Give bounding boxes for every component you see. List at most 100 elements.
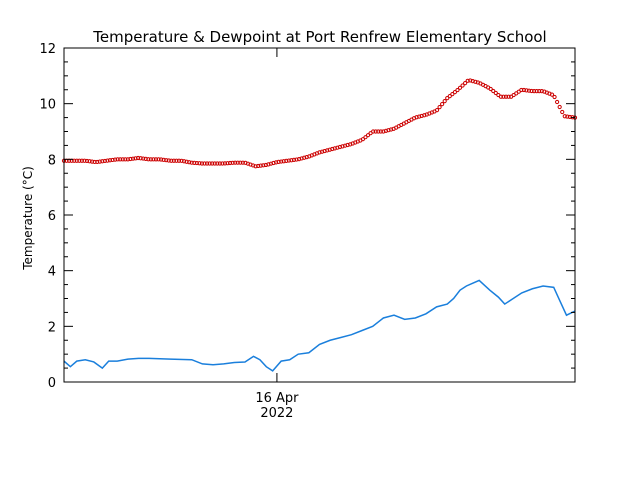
- series-0-point: [445, 96, 450, 101]
- series-0-point: [455, 87, 460, 93]
- series-0-point: [176, 158, 182, 163]
- chart-title: Temperature & Dewpoint at Port Renfrew E…: [92, 28, 546, 46]
- series-0-point: [294, 157, 299, 162]
- series-0-point: [463, 81, 468, 86]
- series-0-point: [457, 85, 463, 90]
- y-axis-label: Temperature (°C): [21, 166, 35, 271]
- series-0-point: [212, 161, 217, 166]
- series-0-point: [220, 161, 225, 166]
- series-0-point: [521, 87, 527, 93]
- series-0-point: [79, 158, 84, 163]
- series-0-point: [560, 109, 565, 115]
- series-0-point: [118, 157, 123, 162]
- series-0-point: [552, 94, 557, 100]
- series-0-point: [291, 157, 297, 162]
- series-0-point: [501, 94, 506, 99]
- series-1-line: [63, 279, 576, 372]
- series-0-point: [130, 156, 136, 161]
- series-0-point: [567, 114, 572, 120]
- series-0-point: [532, 89, 537, 94]
- series-0-point: [169, 158, 174, 163]
- series-0-point: [225, 161, 230, 166]
- series-0-point: [113, 157, 118, 162]
- series-0-point: [207, 161, 212, 166]
- series-0-point: [256, 163, 261, 169]
- series-0-point: [158, 157, 164, 162]
- series-0-point: [281, 159, 286, 164]
- series-0-point: [233, 160, 238, 165]
- series-0-point: [440, 102, 445, 107]
- series-0-point: [156, 157, 161, 162]
- series-0-point: [555, 99, 560, 105]
- series-0-point: [210, 161, 215, 166]
- series-0-point: [376, 129, 381, 134]
- series-0-point: [107, 158, 113, 163]
- series-0-point: [363, 135, 368, 140]
- series-0-point: [151, 157, 156, 162]
- series-0-point: [365, 133, 371, 138]
- x-tick-label-year: 2022: [260, 406, 293, 421]
- y-tick-label: 6: [48, 209, 56, 224]
- series-0-point: [110, 157, 115, 163]
- series-0-point: [153, 157, 159, 162]
- series-0-point: [102, 158, 107, 164]
- series-0-point: [123, 157, 128, 162]
- series-0-point: [222, 161, 228, 166]
- series-0-point: [238, 160, 243, 165]
- series-0-point: [437, 105, 442, 110]
- series-0-point: [72, 158, 77, 163]
- series-0-point: [284, 158, 289, 163]
- y-tick-label: 8: [48, 153, 56, 168]
- series-0-point: [97, 159, 102, 164]
- series-0-point: [141, 156, 146, 161]
- series-0-point: [506, 94, 511, 99]
- series-0-point: [138, 156, 143, 161]
- series-0-point: [565, 114, 570, 119]
- series-0-point: [230, 160, 235, 165]
- series-0-point: [503, 94, 509, 99]
- series-0-point: [235, 160, 240, 165]
- series-0-point: [498, 94, 504, 99]
- series-0-point: [286, 158, 291, 163]
- series-0-point: [371, 129, 376, 134]
- series-0-point: [289, 158, 294, 163]
- series-0-point: [181, 159, 187, 164]
- series-0-point: [143, 156, 148, 161]
- series-0-point: [84, 158, 90, 164]
- series-0-point: [217, 161, 222, 166]
- series-0-point: [261, 163, 266, 168]
- series-0-point: [524, 88, 529, 93]
- series-0-point: [215, 161, 220, 166]
- plot-frame: [63, 47, 576, 383]
- series-0-point: [537, 89, 542, 94]
- series-0-point: [120, 157, 125, 162]
- series-0-point: [100, 159, 105, 164]
- series-0-point: [447, 93, 452, 99]
- x-tick-label-date: 16 Apr: [255, 391, 299, 406]
- series-0-point: [276, 159, 281, 164]
- y-tick-label: 12: [39, 42, 56, 57]
- series-0-point: [434, 108, 440, 113]
- series-0-point: [171, 158, 176, 163]
- series-0-point: [279, 159, 284, 164]
- series-0-point: [450, 91, 455, 97]
- series-0-point: [204, 161, 210, 166]
- axis-ticks: 0 2 4 6 8 10 12: [39, 42, 575, 391]
- series-0-point: [273, 160, 279, 165]
- series-0-point: [189, 160, 194, 165]
- series-0-point: [378, 129, 383, 134]
- series-0-point: [192, 160, 197, 165]
- series-0-point: [227, 160, 233, 166]
- series-0-point: [529, 88, 534, 94]
- y-tick-label: 0: [48, 376, 56, 391]
- series-0-point: [128, 156, 133, 162]
- series-0-point: [258, 163, 263, 168]
- series-0-point: [95, 159, 100, 165]
- series-0-point: [105, 158, 110, 163]
- series-0-point: [557, 104, 562, 110]
- series-0-point: [82, 158, 87, 163]
- series-0-markers: [61, 78, 578, 169]
- series-0-point: [519, 87, 524, 93]
- y-tick-label: 10: [39, 98, 56, 113]
